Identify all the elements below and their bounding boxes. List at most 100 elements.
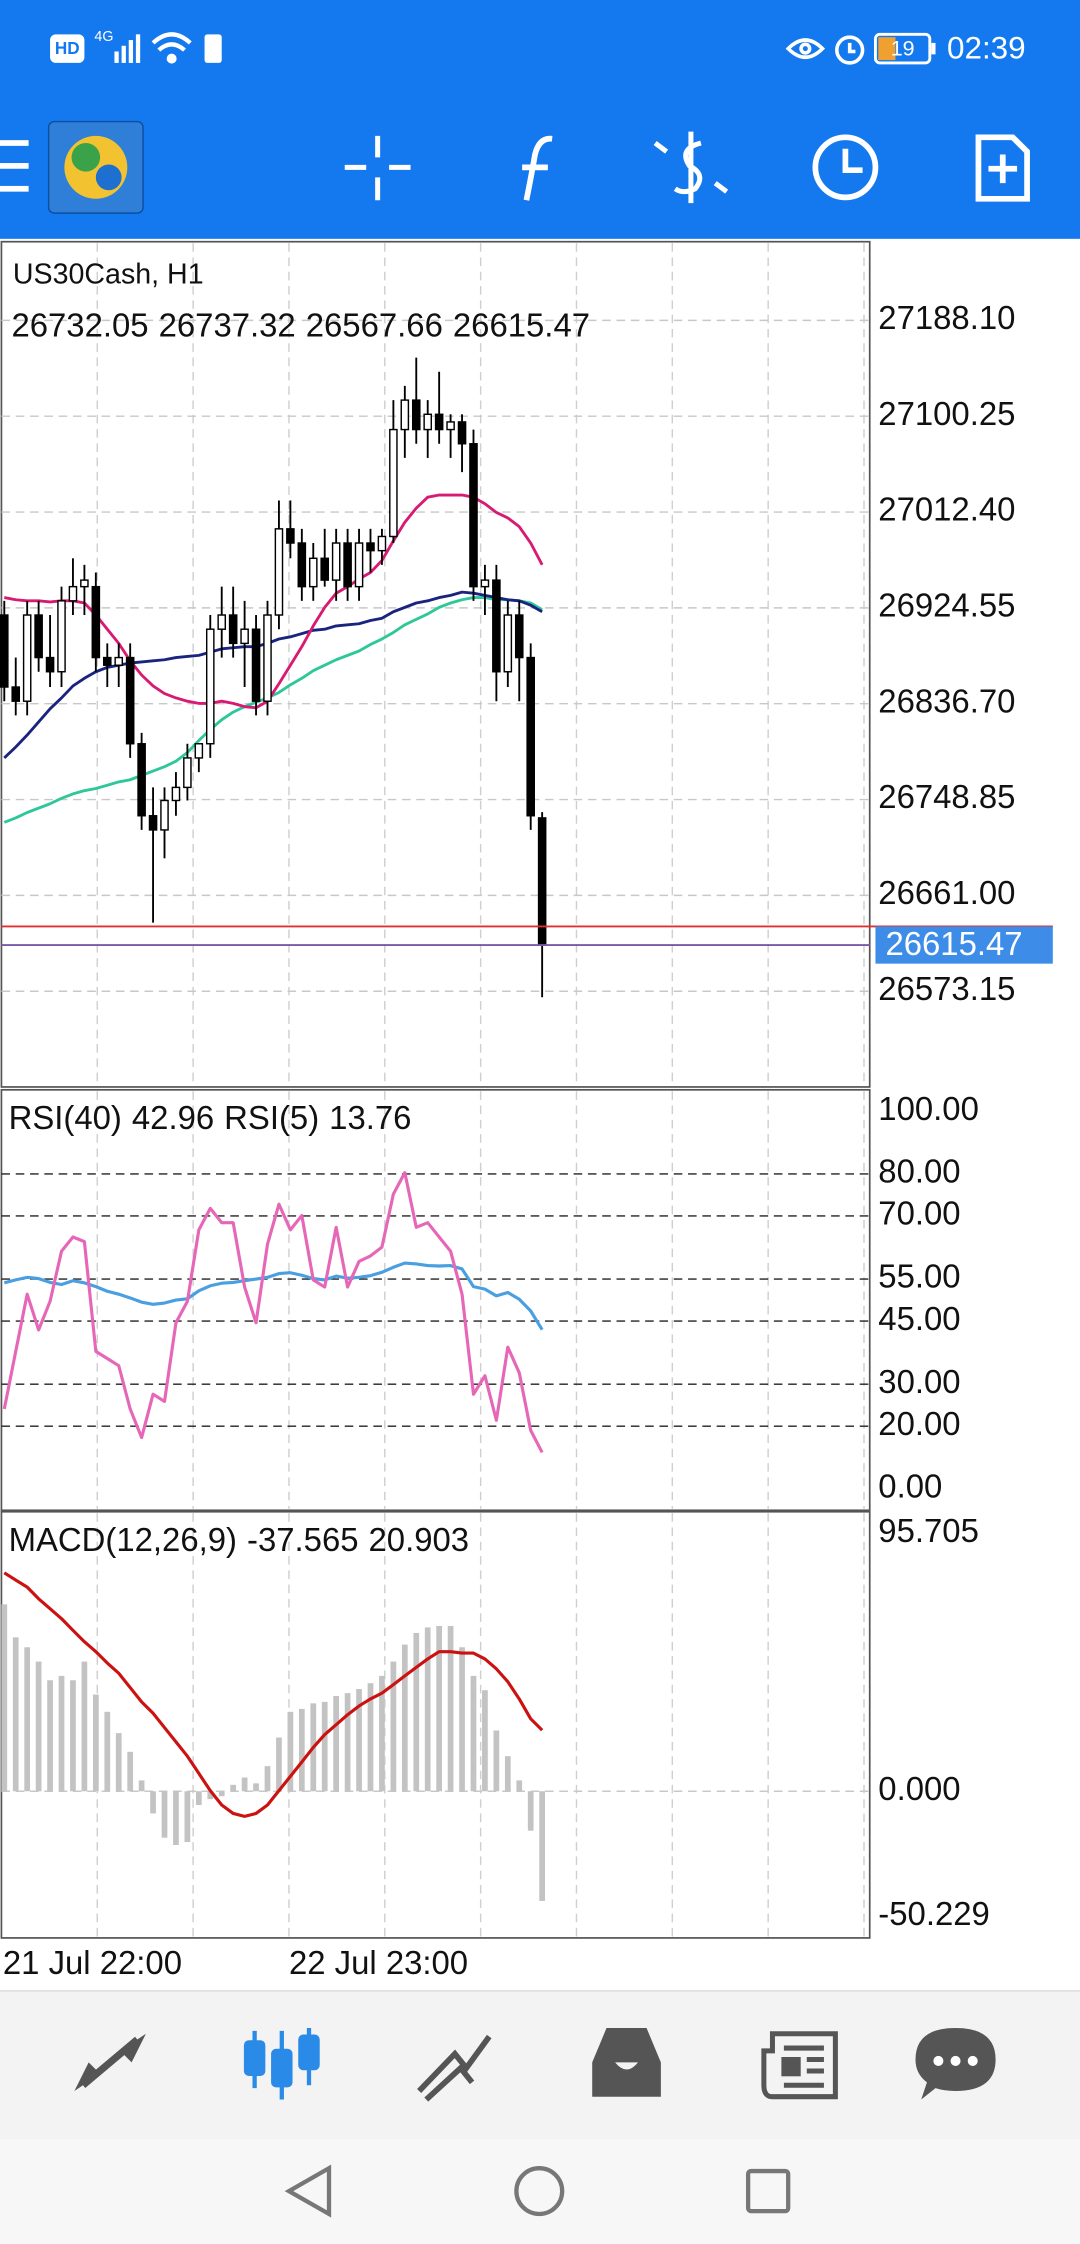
histogram-bar (424, 1627, 431, 1792)
series-line (2, 1171, 544, 1454)
indicator-name: MACD(12,26,9) (9, 1520, 237, 1557)
y-tick-label: 26573.15 (878, 970, 1015, 1007)
candle-body (400, 399, 410, 431)
candle-body (194, 743, 204, 759)
candle-body (240, 628, 249, 645)
histogram-bar (92, 1694, 99, 1792)
recents-button[interactable] (745, 2168, 791, 2214)
alarm-icon (835, 35, 865, 65)
histogram-bar (70, 1680, 76, 1792)
system-nav (0, 2139, 1080, 2244)
y-tick-label: 20.00 (878, 1405, 960, 1442)
candle-body (57, 600, 66, 673)
battery-tip (931, 42, 936, 55)
home-button[interactable] (514, 2166, 565, 2217)
clock: 02:39 (947, 30, 1026, 65)
candle-body (68, 585, 78, 602)
candle-body (514, 614, 524, 659)
indicator-name: RSI(5) (224, 1099, 319, 1136)
signal-icon (114, 34, 141, 63)
y-tick-label: 26748.85 (878, 778, 1015, 815)
back-button[interactable] (284, 2164, 332, 2218)
ohlc-value: 26737.32 (159, 306, 296, 343)
histogram-bar (138, 1780, 145, 1792)
histogram-bar (127, 1751, 134, 1792)
nav-news[interactable] (761, 2031, 838, 2100)
y-tick-label: 26924.55 (878, 587, 1015, 624)
trade-button[interactable] (653, 131, 729, 204)
candle-body (366, 542, 375, 552)
top-bar (0, 0, 1080, 239)
new-order-button[interactable] (975, 134, 1030, 202)
histogram-bar (390, 1661, 397, 1792)
panel-frame (0, 1088, 871, 1512)
histogram-bar (184, 1791, 191, 1843)
candle-body (286, 528, 295, 544)
battery-saver-icon (204, 34, 222, 63)
indicator-value: 42.96 (132, 1099, 214, 1136)
histogram-bar (104, 1711, 111, 1792)
y-tick-label: 95.705 (878, 1512, 979, 1549)
battery-level (878, 37, 896, 61)
candle-body (320, 557, 330, 581)
histogram-bar (81, 1661, 88, 1792)
y-tick-label: 55.00 (878, 1258, 960, 1295)
bottom-nav (0, 1990, 1080, 2140)
nav-trade[interactable] (417, 2034, 492, 2102)
candle-body (114, 656, 124, 666)
histogram-bar (356, 1689, 362, 1792)
candle-body (251, 628, 261, 702)
panel-frame (0, 240, 871, 1088)
indicators-button[interactable] (522, 135, 553, 201)
histogram-bar (150, 1791, 156, 1814)
histogram-bar (287, 1711, 294, 1792)
panel-frame (0, 1510, 871, 1939)
candle-body (11, 686, 21, 702)
candle-body (171, 786, 181, 802)
histogram-bar (321, 1701, 328, 1792)
histogram-bar (413, 1632, 420, 1792)
y-tick-label: 27100.25 (878, 395, 1015, 432)
app-logo[interactable] (47, 120, 144, 214)
y-tick-label: 27188.10 (878, 299, 1015, 336)
histogram-bar (218, 1791, 225, 1797)
period-button[interactable] (812, 134, 879, 201)
nav-history[interactable] (592, 2028, 661, 2097)
histogram-bar (241, 1777, 248, 1792)
histogram-bar (344, 1693, 351, 1792)
candle-body (423, 413, 432, 431)
indicator-header: RSI(40) 42.96 RSI(5) 13.76 (9, 1099, 412, 1136)
last-price-label: 26615.47 (885, 925, 1022, 962)
histogram-bar (447, 1625, 454, 1792)
histogram-bar (207, 1791, 214, 1800)
crosshair-button[interactable] (344, 135, 411, 201)
ohlc-value: 26615.47 (453, 306, 590, 343)
x-tick-label: 22 Jul 23:00 (289, 1944, 468, 1981)
series-line (3, 1571, 544, 1818)
candle-body (217, 614, 227, 630)
nav-quotes[interactable] (74, 2033, 146, 2091)
eye-icon (785, 38, 826, 59)
histogram-bar (527, 1791, 534, 1831)
y-tick-label: 80.00 (878, 1153, 960, 1190)
battery-icon (874, 32, 932, 65)
histogram-bar (493, 1730, 500, 1792)
candle-body (263, 614, 272, 702)
chart-title: US30Cash, H1 (13, 259, 204, 291)
histogram-bar (401, 1644, 408, 1792)
histogram-bar (436, 1625, 443, 1792)
y-tick-label: -50.229 (878, 1895, 990, 1932)
histogram-bar (276, 1737, 282, 1792)
menu-button[interactable] (0, 140, 29, 192)
candle-body (274, 528, 284, 616)
candle-body (434, 413, 444, 431)
y-tick-label: 100.00 (878, 1090, 979, 1127)
nav-chart[interactable] (243, 2028, 320, 2100)
histogram-bar (58, 1675, 65, 1792)
histogram-bar (195, 1791, 202, 1805)
ohlc-value: 26732.05 (11, 306, 148, 343)
histogram-bar (459, 1647, 465, 1792)
wifi-icon (151, 32, 192, 64)
nav-chat[interactable] (915, 2028, 996, 2100)
